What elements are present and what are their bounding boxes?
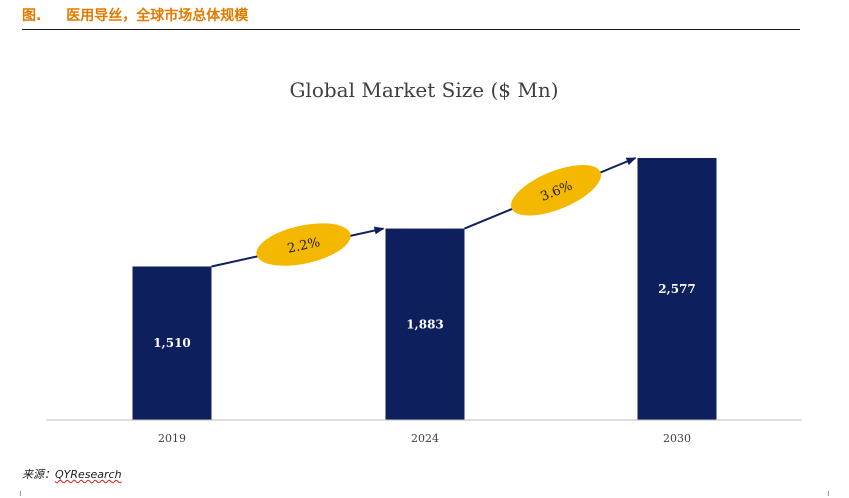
source-label: 来源： <box>22 468 55 481</box>
growth-bubble-shape <box>510 165 602 216</box>
figure-title: 医用导丝，全球市场总体规模 <box>66 8 249 24</box>
x-tick-label-2019: 2019 <box>158 432 186 445</box>
bar-value-label-2030: 2,577 <box>658 282 696 296</box>
corner-mark-right <box>828 491 829 496</box>
bar-value-label-2024: 1,883 <box>406 317 444 331</box>
chart-title: Global Market Size ($ Mn) <box>289 78 558 102</box>
figure-header: 图. 医用导丝，全球市场总体规模 <box>22 5 800 30</box>
growth-bubble-2024-2030: 3.6% <box>510 165 602 216</box>
bar-value-label-2019: 1,510 <box>153 336 191 350</box>
figure-label: 图. <box>22 8 42 24</box>
bar-2030 <box>637 158 717 420</box>
source-value: QYResearch <box>55 468 122 481</box>
growth-bubble-shape <box>256 223 351 266</box>
growth-bubble-2019-2024: 2.2% <box>256 223 351 266</box>
bar-2024 <box>385 228 465 420</box>
growth-rate-label: 2.2% <box>286 235 321 257</box>
corner-mark-left <box>20 491 21 496</box>
source-note: 来源：QYResearch <box>22 466 122 482</box>
bar-2019 <box>132 266 212 420</box>
x-tick-label-2030: 2030 <box>663 432 691 445</box>
x-tick-label-2024: 2024 <box>411 432 439 445</box>
